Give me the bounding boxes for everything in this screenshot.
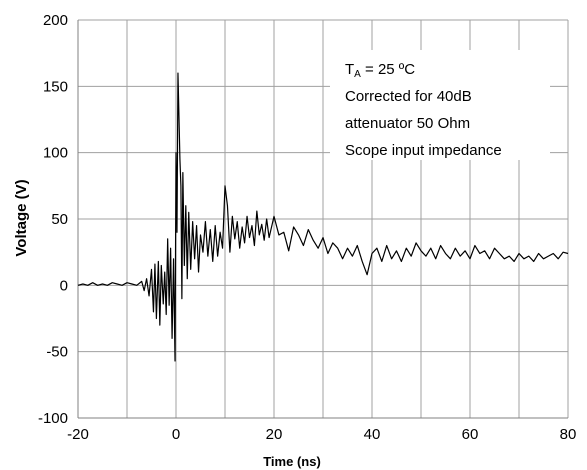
annotation: TA = 25 ºC Corrected for 40dB attenuator… (345, 61, 502, 159)
annotation-line-4: Scope input impedance (345, 142, 502, 159)
annotation-line-3: attenuator 50 Ohm (345, 115, 470, 132)
x-tick-label: 40 (364, 426, 381, 443)
y-tick-label: 150 (43, 78, 68, 95)
y-axis-title: Voltage (V) (13, 179, 30, 256)
x-tick-label: 80 (560, 426, 577, 443)
y-tick-label: 0 (60, 277, 68, 294)
annotation-temp-value: = 25 ºC (361, 61, 415, 78)
y-tick-label: 100 (43, 145, 68, 162)
annotation-line-1: TA = 25 ºC (345, 61, 415, 80)
y-tick-label: 200 (43, 12, 68, 29)
x-tick-label: 60 (462, 426, 479, 443)
x-axis-title: Time (ns) (263, 454, 321, 469)
tick-labels: -20 0 20 40 60 80 -100 -50 0 50 100 150 200 (38, 12, 576, 443)
x-tick-label: 0 (172, 426, 180, 443)
y-tick-label: -100 (38, 410, 68, 427)
y-tick-label: 50 (51, 211, 68, 228)
series-line (77, 72, 569, 362)
annotation-temp-subscript: A (354, 69, 361, 80)
y-tick-label: -50 (46, 344, 68, 361)
annotation-line-2: Corrected for 40dB (345, 88, 472, 105)
x-tick-label: 20 (266, 426, 283, 443)
note-box (330, 50, 550, 160)
x-tick-label: -20 (67, 426, 89, 443)
annotation-temp-symbol: T (345, 61, 354, 78)
data-series (77, 72, 569, 362)
